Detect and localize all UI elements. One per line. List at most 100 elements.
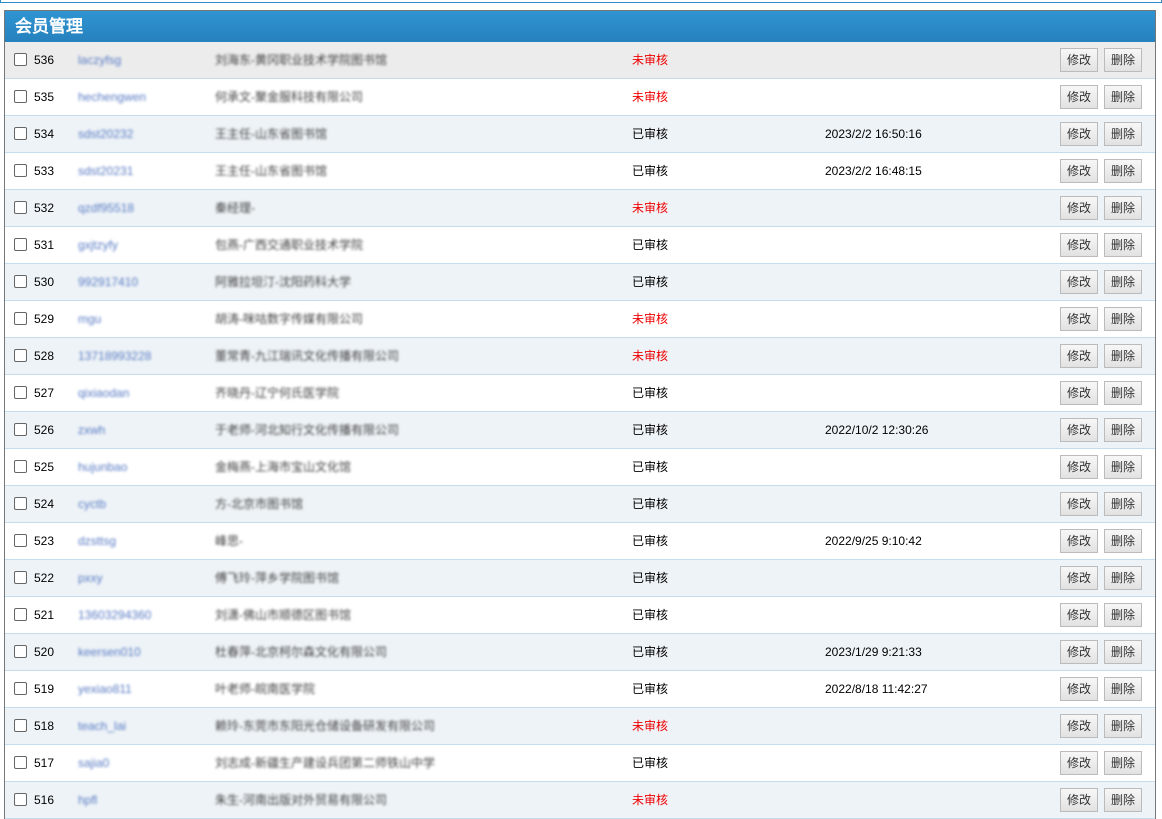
edit-button[interactable]: 修改 xyxy=(1060,159,1099,183)
row-checkbox[interactable] xyxy=(14,534,27,547)
edit-button[interactable]: 修改 xyxy=(1060,492,1099,516)
edit-button[interactable]: 修改 xyxy=(1060,307,1099,331)
edit-button[interactable]: 修改 xyxy=(1060,677,1099,701)
edit-button[interactable]: 修改 xyxy=(1060,48,1099,72)
member-username-link[interactable]: laczyfsg xyxy=(78,53,122,67)
row-checkbox[interactable] xyxy=(14,608,27,621)
row-checkbox[interactable] xyxy=(14,275,27,288)
status-badge: 已审核 xyxy=(632,275,669,289)
member-id: 528 xyxy=(34,349,55,363)
member-name: 金梅燕-上海市宝山文化馆 xyxy=(215,460,351,474)
edit-button[interactable]: 修改 xyxy=(1060,85,1099,109)
member-username-link[interactable]: qzdf95518 xyxy=(78,201,135,215)
row-checkbox[interactable] xyxy=(14,312,27,325)
delete-button[interactable]: 删除 xyxy=(1104,677,1143,701)
table-row: 529 mgu 胡涛-咪咕数字传媒有限公司 未审核 修改 删除 xyxy=(5,301,1155,338)
edit-button[interactable]: 修改 xyxy=(1060,751,1099,775)
edit-button[interactable]: 修改 xyxy=(1060,233,1099,257)
edit-button[interactable]: 修改 xyxy=(1060,603,1099,627)
delete-button[interactable]: 删除 xyxy=(1104,196,1143,220)
row-checkbox[interactable] xyxy=(14,349,27,362)
row-checkbox[interactable] xyxy=(14,386,27,399)
row-checkbox[interactable] xyxy=(14,571,27,584)
delete-button[interactable]: 删除 xyxy=(1104,233,1143,257)
delete-button[interactable]: 删除 xyxy=(1104,603,1143,627)
delete-button[interactable]: 删除 xyxy=(1104,344,1143,368)
member-username-link[interactable]: 13718993228 xyxy=(78,349,152,363)
member-name: 于老师-河北知行文化传播有限公司 xyxy=(215,423,399,437)
panel-title: 会员管理 xyxy=(5,11,1155,42)
edit-button[interactable]: 修改 xyxy=(1060,455,1099,479)
delete-button[interactable]: 删除 xyxy=(1104,455,1143,479)
member-username-link[interactable]: hujunbao xyxy=(78,460,128,474)
member-username-link[interactable]: 992917410 xyxy=(78,275,139,289)
row-checkbox[interactable] xyxy=(14,793,27,806)
member-name: 朱生-河南出版对外贸易有限公司 xyxy=(215,793,387,807)
member-name: 刘海东-黄冈职业技术学院图书馆 xyxy=(215,53,387,67)
row-checkbox[interactable] xyxy=(14,423,27,436)
edit-button[interactable]: 修改 xyxy=(1060,640,1099,664)
member-username-link[interactable]: cyctb xyxy=(78,497,107,511)
delete-button[interactable]: 删除 xyxy=(1104,418,1143,442)
member-username-link[interactable]: hpfl xyxy=(78,793,98,807)
member-username-link[interactable]: gxjtzyfy xyxy=(78,238,119,252)
edit-button[interactable]: 修改 xyxy=(1060,270,1099,294)
delete-button[interactable]: 删除 xyxy=(1104,381,1143,405)
member-name: 董常青-九江瑞讯文化传播有限公司 xyxy=(215,349,399,363)
row-checkbox[interactable] xyxy=(14,645,27,658)
edit-button[interactable]: 修改 xyxy=(1060,381,1099,405)
delete-button[interactable]: 删除 xyxy=(1104,270,1143,294)
delete-button[interactable]: 删除 xyxy=(1104,159,1143,183)
member-username-link[interactable]: qixiaodan xyxy=(78,386,130,400)
delete-button[interactable]: 删除 xyxy=(1104,48,1143,72)
row-checkbox[interactable] xyxy=(14,756,27,769)
row-checkbox[interactable] xyxy=(14,497,27,510)
member-username-link[interactable]: sdst20232 xyxy=(78,127,134,141)
member-username-link[interactable]: sajia0 xyxy=(78,756,110,770)
member-username-link[interactable]: zxwh xyxy=(78,423,106,437)
member-id: 527 xyxy=(34,386,55,400)
edit-button[interactable]: 修改 xyxy=(1060,529,1099,553)
row-checkbox[interactable] xyxy=(14,238,27,251)
delete-button[interactable]: 删除 xyxy=(1104,85,1143,109)
row-checkbox[interactable] xyxy=(14,164,27,177)
edit-button[interactable]: 修改 xyxy=(1060,566,1099,590)
delete-button[interactable]: 删除 xyxy=(1104,714,1143,738)
edit-button[interactable]: 修改 xyxy=(1060,196,1099,220)
row-checkbox[interactable] xyxy=(14,719,27,732)
delete-button[interactable]: 删除 xyxy=(1104,122,1143,146)
delete-button[interactable]: 删除 xyxy=(1104,492,1143,516)
member-username-link[interactable]: 13603294360 xyxy=(78,608,152,622)
row-checkbox[interactable] xyxy=(14,201,27,214)
member-username-link[interactable]: mgu xyxy=(78,312,102,326)
edit-button[interactable]: 修改 xyxy=(1060,122,1099,146)
status-badge: 未审核 xyxy=(632,53,669,67)
edit-button[interactable]: 修改 xyxy=(1060,788,1099,812)
member-id: 535 xyxy=(34,90,55,104)
table-row: 518 teach_lai 赖玲-东莞市东阳光仓储设备研发有限公司 未审核 修改… xyxy=(5,708,1155,745)
row-checkbox[interactable] xyxy=(14,90,27,103)
member-username-link[interactable]: keersen010 xyxy=(78,645,141,659)
delete-button[interactable]: 删除 xyxy=(1104,566,1143,590)
edit-button[interactable]: 修改 xyxy=(1060,418,1099,442)
row-checkbox[interactable] xyxy=(14,53,27,66)
delete-button[interactable]: 删除 xyxy=(1104,788,1143,812)
member-username-link[interactable]: yexiao811 xyxy=(78,682,132,696)
table-row: 530 992917410 阿雅拉坦汀-沈阳药科大学 已审核 修改 删除 xyxy=(5,264,1155,301)
row-checkbox[interactable] xyxy=(14,460,27,473)
delete-button[interactable]: 删除 xyxy=(1104,307,1143,331)
row-checkbox[interactable] xyxy=(14,127,27,140)
edit-button[interactable]: 修改 xyxy=(1060,714,1099,738)
edit-button[interactable]: 修改 xyxy=(1060,344,1099,368)
member-id: 531 xyxy=(34,238,55,252)
delete-button[interactable]: 删除 xyxy=(1104,751,1143,775)
member-username-link[interactable]: sdst20231 xyxy=(78,164,134,178)
member-username-link[interactable]: dzsttsg xyxy=(78,534,117,548)
member-username-link[interactable]: teach_lai xyxy=(78,719,127,733)
member-username-link[interactable]: pxxy xyxy=(78,571,103,585)
member-username-link[interactable]: hechengwen xyxy=(78,90,147,104)
delete-button[interactable]: 删除 xyxy=(1104,640,1143,664)
member-id: 532 xyxy=(34,201,55,215)
row-checkbox[interactable] xyxy=(14,682,27,695)
delete-button[interactable]: 删除 xyxy=(1104,529,1143,553)
